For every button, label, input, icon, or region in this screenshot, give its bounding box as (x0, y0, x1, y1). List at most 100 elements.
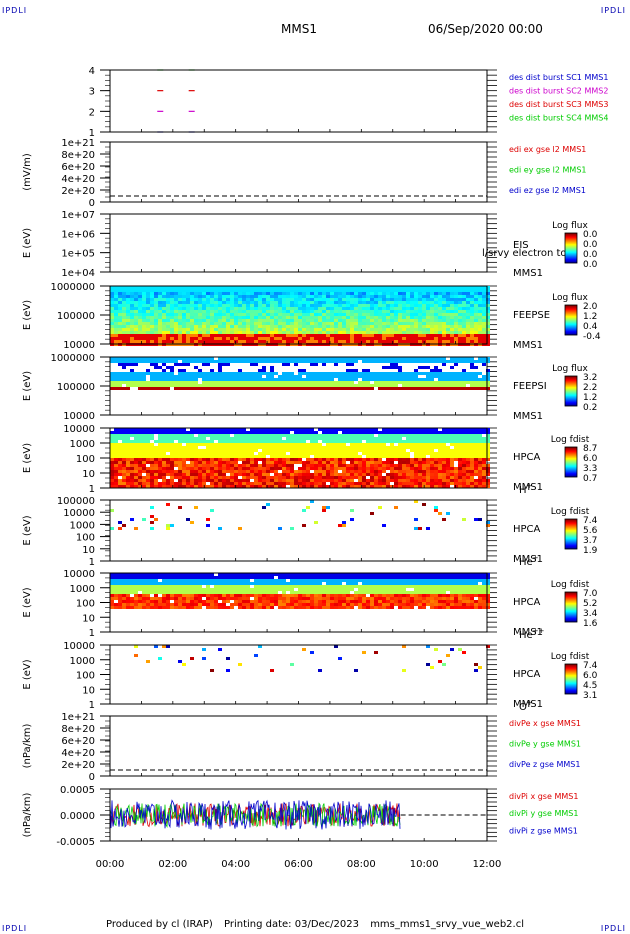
spectrogram-cell (418, 452, 422, 455)
spectrogram-cell (258, 360, 262, 363)
spectrogram-cell (302, 452, 306, 455)
spectrogram-cell (194, 473, 198, 476)
spectrogram-cell (322, 363, 326, 366)
spectrogram-cell (342, 337, 346, 340)
spectrogram-cell (118, 360, 122, 363)
spectrogram-cell (134, 340, 138, 343)
spectrogram-cell (178, 470, 182, 473)
colorbar-cell (565, 254, 577, 256)
colorbar-cell (565, 404, 577, 406)
spectrogram-cell (374, 470, 378, 473)
spectrogram-cell (218, 372, 222, 375)
spectrogram-cell (170, 301, 174, 304)
spectrogram-cell (218, 467, 222, 470)
spectrogram-cell (206, 449, 210, 452)
spectrogram-cell (158, 313, 162, 316)
spectrogram-cell (306, 428, 310, 431)
spectrogram-cell (326, 322, 330, 325)
spectrogram-cell (122, 431, 126, 434)
spectrogram-cell (142, 476, 146, 479)
spectrogram-cell (242, 286, 246, 289)
spectrogram-cell (386, 289, 390, 292)
spectrogram-cell (398, 378, 402, 381)
spectrogram-cell (226, 458, 230, 461)
spectrogram-cell (238, 372, 242, 375)
spectrogram-cell (366, 458, 370, 461)
spectrogram-cell (278, 387, 282, 390)
spectrogram-cell (218, 378, 222, 381)
colorbar-tick: 2.0 (583, 302, 598, 312)
spectrogram-cell (270, 452, 274, 455)
spectrogram-cell (206, 470, 210, 473)
spectrogram-cell (274, 378, 278, 381)
spectrogram-cell (358, 286, 362, 289)
spectrogram-cell (206, 455, 210, 458)
spectrogram-cell (254, 363, 258, 366)
spectrogram-cell (142, 443, 146, 446)
spectrogram-cell (250, 372, 254, 375)
spectrogram-cell (122, 446, 126, 449)
spectrogram-cell (142, 449, 146, 452)
spectrogram-cell (138, 289, 142, 292)
spectrogram-cell (194, 443, 198, 446)
spectrogram-cell (390, 381, 394, 384)
spectrogram-cell (118, 473, 122, 476)
spectrogram-cell (462, 440, 466, 443)
spectrogram-cell (398, 470, 402, 473)
spectrogram-cell (286, 322, 290, 325)
spectrogram-cell (258, 313, 262, 316)
colorbar-cell (565, 246, 577, 248)
spectrogram-cell (306, 434, 310, 437)
spectrogram-cell (338, 325, 342, 328)
spectrogram-cell (122, 476, 126, 479)
spectrogram-cell (242, 473, 246, 476)
spectrogram-cell (478, 325, 482, 328)
spectrogram-cell (162, 313, 166, 316)
spectrogram-cell (338, 473, 342, 476)
spectrogram-cell (270, 331, 274, 334)
spectrogram-cell (462, 458, 466, 461)
spectrogram-cell (434, 428, 438, 431)
spectrogram-cell (462, 476, 466, 479)
spectrogram-cell (178, 476, 182, 479)
spectrogram-cell (430, 298, 434, 301)
spectrogram-cell (466, 476, 470, 479)
spectrogram-cell (390, 286, 394, 289)
spectrogram-cell (294, 431, 298, 434)
spectrogram-cell (398, 286, 402, 289)
spectrogram-cell (290, 455, 294, 458)
spectrogram-cell (350, 331, 354, 334)
spectrogram-cell (114, 434, 118, 437)
spectrogram-cell (206, 467, 210, 470)
spectrogram-cell (162, 434, 166, 437)
spectrogram-cell (122, 479, 126, 482)
spectrogram-cell (206, 325, 210, 328)
spectrogram-cell (186, 375, 190, 378)
spectrogram-cell (286, 464, 290, 467)
spectrogram-cell (458, 316, 462, 319)
spectrogram-cell (262, 464, 266, 467)
spectrogram-cell (478, 357, 482, 360)
spectrogram-cell (126, 476, 130, 479)
spectrogram-cell (350, 325, 354, 328)
spectrogram-cell (146, 443, 150, 446)
spectrogram-cell (414, 458, 418, 461)
spectrogram-cell (110, 434, 114, 437)
spectrogram-cell (286, 458, 290, 461)
spectrogram-cell (422, 446, 426, 449)
spectrogram-cell (406, 325, 410, 328)
spectrogram-cell (154, 328, 158, 331)
spectrogram-cell (374, 331, 378, 334)
spectrogram-cell (426, 440, 430, 443)
spectrogram-cell (466, 292, 470, 295)
spectrogram-cell (302, 307, 306, 310)
spectrogram-cell (134, 375, 138, 378)
spectrogram-cell (470, 340, 474, 343)
spectrogram-cell (370, 295, 374, 298)
spectrogram-cell (258, 434, 262, 437)
spectrogram-cell (386, 301, 390, 304)
spectrogram-cell (118, 357, 122, 360)
spectrogram-cell (114, 337, 118, 340)
